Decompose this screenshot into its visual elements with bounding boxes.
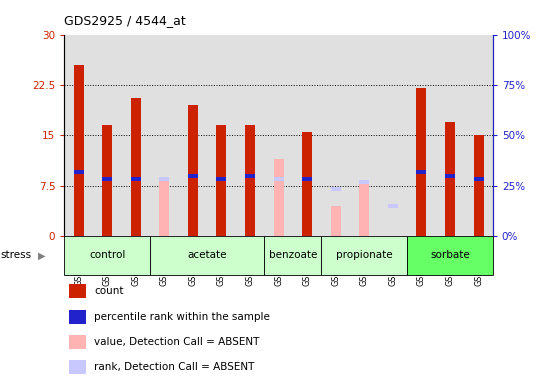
Bar bbox=[150, 236, 264, 275]
Bar bbox=[436, 35, 464, 236]
Bar bbox=[474, 177, 483, 181]
Bar bbox=[417, 88, 426, 236]
Bar bbox=[331, 206, 340, 236]
Text: propionate: propionate bbox=[336, 250, 393, 260]
Bar bbox=[321, 236, 407, 275]
Bar bbox=[160, 177, 169, 181]
Bar bbox=[245, 174, 255, 178]
Bar bbox=[74, 170, 83, 174]
Bar bbox=[236, 35, 264, 236]
Bar bbox=[388, 204, 398, 208]
Text: count: count bbox=[95, 286, 124, 296]
Bar bbox=[264, 236, 321, 275]
Bar bbox=[350, 35, 379, 236]
Bar bbox=[74, 65, 83, 236]
Bar bbox=[131, 177, 141, 181]
Bar bbox=[407, 35, 436, 236]
Bar bbox=[102, 177, 112, 181]
Bar bbox=[321, 35, 350, 236]
Bar bbox=[445, 174, 455, 178]
Text: stress: stress bbox=[1, 250, 32, 260]
Bar bbox=[331, 187, 340, 191]
Text: control: control bbox=[89, 250, 125, 260]
Bar bbox=[102, 125, 112, 236]
Bar bbox=[407, 236, 493, 275]
Bar bbox=[150, 35, 179, 236]
Bar bbox=[188, 174, 198, 178]
Bar bbox=[379, 35, 407, 236]
Bar bbox=[274, 159, 283, 236]
Bar bbox=[207, 35, 236, 236]
Bar bbox=[417, 170, 426, 174]
Bar bbox=[302, 132, 312, 236]
Text: acetate: acetate bbox=[188, 250, 227, 260]
Bar bbox=[445, 122, 455, 236]
Text: benzoate: benzoate bbox=[269, 250, 317, 260]
Bar bbox=[274, 177, 283, 181]
Bar bbox=[264, 35, 293, 236]
Text: sorbate: sorbate bbox=[430, 250, 470, 260]
Bar bbox=[69, 310, 86, 324]
Bar bbox=[474, 136, 483, 236]
Bar bbox=[293, 35, 321, 236]
Text: percentile rank within the sample: percentile rank within the sample bbox=[95, 311, 270, 321]
Bar bbox=[360, 180, 369, 184]
Text: value, Detection Call = ABSENT: value, Detection Call = ABSENT bbox=[95, 337, 260, 347]
Bar bbox=[122, 35, 150, 236]
Bar bbox=[160, 179, 169, 236]
Bar bbox=[69, 361, 86, 374]
Bar bbox=[302, 177, 312, 181]
Bar bbox=[188, 105, 198, 236]
Bar bbox=[245, 125, 255, 236]
Text: rank, Detection Call = ABSENT: rank, Detection Call = ABSENT bbox=[95, 362, 255, 372]
Bar bbox=[179, 35, 207, 236]
Bar bbox=[464, 35, 493, 236]
Text: GDS2925 / 4544_at: GDS2925 / 4544_at bbox=[64, 14, 186, 27]
Text: ▶: ▶ bbox=[38, 250, 45, 260]
Bar bbox=[69, 335, 86, 349]
Bar bbox=[64, 236, 150, 275]
Bar bbox=[360, 182, 369, 236]
Bar bbox=[131, 98, 141, 236]
Bar bbox=[217, 125, 226, 236]
Bar bbox=[217, 177, 226, 181]
Bar bbox=[64, 35, 93, 236]
Bar bbox=[93, 35, 122, 236]
Bar bbox=[69, 284, 86, 298]
